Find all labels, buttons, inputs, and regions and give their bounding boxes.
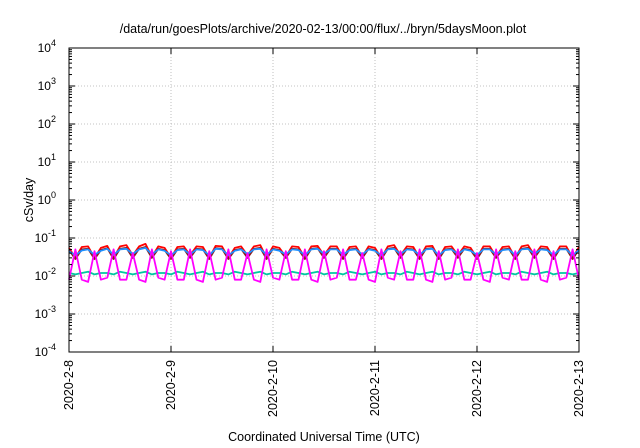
y-tick-label: 102 [38,114,56,131]
y-axis-label: cSv/day [22,177,36,222]
y-tick-label: 10-1 [35,228,56,245]
x-axis-label: Coordinated Universal Time (UTC) [228,430,420,444]
y-tick-exponent: 3 [51,76,56,86]
x-tick-label: 2020-2-13 [572,360,586,417]
x-tick-label: 2020-2-9 [164,360,178,410]
y-tick-label: 10-4 [35,342,56,359]
series-line-5 [68,248,580,283]
x-tick-label: 2020-2-12 [470,360,484,417]
chart-title: /data/run/goesPlots/archive/2020-02-13/0… [120,22,527,36]
y-tick-label: 104 [38,38,56,55]
y-tick-label: 101 [38,152,56,169]
y-tick-label: 10-2 [35,266,56,283]
series-layer [68,242,580,283]
y-tick-exponent: -3 [48,304,56,314]
x-tick-label: 2020-2-8 [62,360,76,410]
y-tick-exponent: 4 [51,38,56,48]
y-tick-exponent: 0 [51,190,56,200]
y-tick-label: 10-3 [35,304,56,321]
x-axis-ticks: 2020-2-8 2020-2-9 2020-2-10 2020-2-11 2020-2… [62,48,586,417]
y-tick-label: 100 [38,190,56,207]
x-tick-label: 2020-2-11 [368,360,382,416]
y-tick-exponent: -1 [48,228,56,238]
series-line-4 [68,270,580,276]
x-tick-label: 2020-2-10 [266,360,280,417]
y-tick-exponent: 1 [51,152,56,162]
y-tick-exponent: -2 [48,266,56,276]
y-tick-exponent: 2 [51,114,56,124]
y-tick-exponent: -4 [48,342,56,352]
grid-lines [69,48,579,352]
y-tick-label: 103 [38,76,56,93]
